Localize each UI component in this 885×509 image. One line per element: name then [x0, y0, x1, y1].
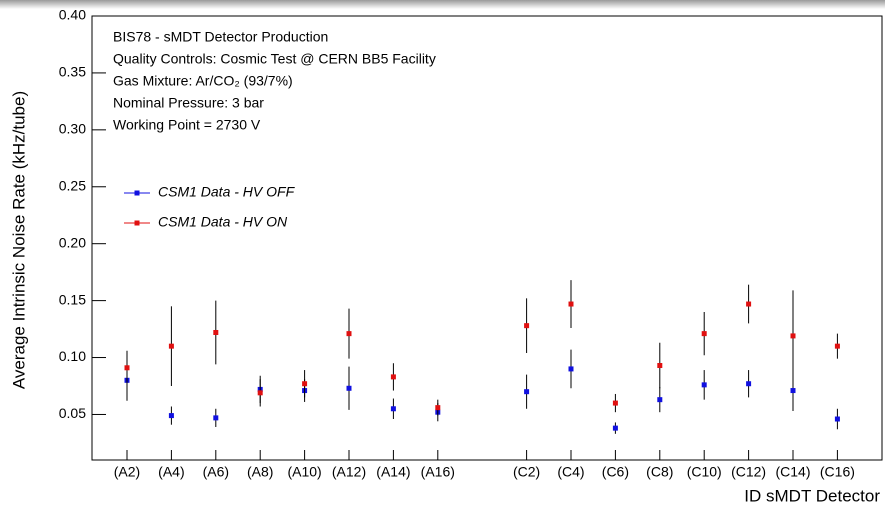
point [435, 405, 441, 411]
y-tick-label: 0.25 [59, 177, 86, 193]
annotation: Quality Controls: Cosmic Test @ CERN BB5… [113, 51, 436, 67]
point [524, 389, 530, 395]
y-tick-label: 0.20 [59, 234, 86, 250]
point [834, 343, 840, 349]
point [390, 406, 396, 412]
x-tick-label: (A12) [332, 464, 366, 480]
legend-marker [134, 190, 140, 196]
legend-label: CSM1 Data - HV ON [158, 214, 288, 230]
point [657, 363, 663, 369]
annotation: Nominal Pressure: 3 bar [113, 95, 264, 111]
legend-label: CSM1 Data - HV OFF [158, 184, 296, 200]
point [168, 343, 174, 349]
point [612, 425, 618, 431]
point [612, 400, 618, 406]
x-tick-label: (A2) [114, 464, 140, 480]
point [124, 365, 130, 371]
point [701, 382, 707, 388]
point [302, 381, 308, 387]
point [746, 301, 752, 307]
y-tick-label: 0.35 [59, 64, 86, 80]
point [657, 397, 663, 403]
point [168, 413, 174, 419]
y-tick-label: 0.05 [59, 405, 86, 421]
y-tick-label: 0.40 [59, 7, 86, 23]
point [257, 390, 263, 396]
x-tick-label: (A14) [376, 464, 410, 480]
plot-frame [91, 15, 883, 461]
point [346, 331, 352, 337]
point [390, 374, 396, 380]
x-tick-label: (A6) [203, 464, 229, 480]
point [701, 331, 707, 337]
annotation: Working Point = 2730 V [113, 117, 261, 133]
x-tick-label: (C2) [513, 464, 540, 480]
x-tick-label: (C12) [731, 464, 766, 480]
annotation: Gas Mixture: Ar/CO₂ (93/7%) [113, 73, 293, 89]
x-tick-label: (A16) [421, 464, 455, 480]
x-tick-label: (A10) [287, 464, 321, 480]
y-axis-label: Average Intrinsic Noise Rate (kHz/tube) [9, 91, 28, 389]
point [524, 323, 530, 329]
point [790, 333, 796, 339]
x-tick-label: (A4) [158, 464, 184, 480]
x-tick-label: (C10) [687, 464, 722, 480]
x-tick-label: (C16) [820, 464, 855, 480]
y-tick-label: 0.10 [59, 348, 86, 364]
point [568, 366, 574, 372]
x-axis-label: ID sMDT Detector [744, 486, 880, 505]
point [834, 416, 840, 422]
point [213, 415, 219, 421]
x-tick-label: (C6) [602, 464, 629, 480]
point [746, 381, 752, 387]
point [568, 301, 574, 307]
x-tick-label: (C14) [775, 464, 810, 480]
y-tick-label: 0.30 [59, 121, 86, 137]
x-tick-label: (C4) [557, 464, 584, 480]
legend-marker [134, 220, 140, 226]
annotation: BIS78 - sMDT Detector Production [113, 29, 328, 45]
x-tick-label: (A8) [247, 464, 273, 480]
point [213, 329, 219, 335]
point [790, 388, 796, 394]
point [346, 385, 352, 391]
window-edge [0, 0, 885, 9]
x-tick-label: (C8) [646, 464, 673, 480]
y-tick-label: 0.15 [59, 291, 86, 307]
